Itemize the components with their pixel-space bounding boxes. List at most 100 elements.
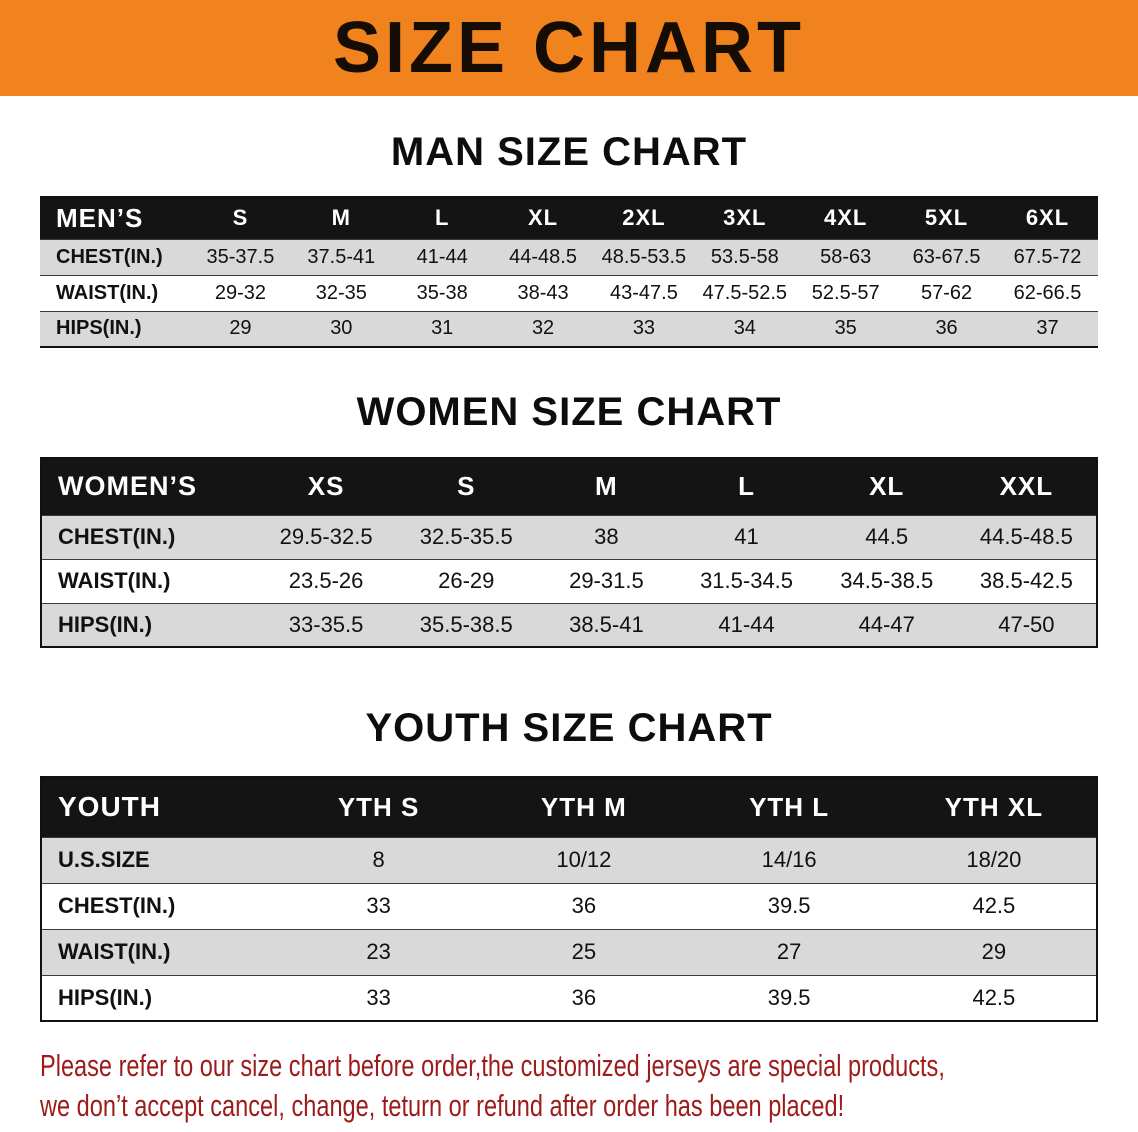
men-value-cell: 35-38 [416,281,468,304]
women-value-cell: 29-31.5 [569,568,644,593]
footer-notice: Please refer to our size chart before or… [40,1046,1138,1126]
men-value-cell: 38-43 [517,281,569,304]
youth-value-cell: 36 [571,893,597,918]
women-value-cell: 44-47 [858,611,915,637]
youth-size-header: YTH L [686,777,892,837]
women-size-header: L [676,458,817,515]
women-value-cell: 33-35.5 [288,611,364,637]
youth-size-header: YTH S [276,777,482,837]
men-row-label: HIPS(IN.) [56,317,142,340]
men-section: MAN SIZE CHART MEN’S S M L XL 2XL 3XL 4XL 5XL 6XL… [0,128,1138,348]
youth-section-heading: YOUTH SIZE CHART [365,706,773,750]
youth-value-cell: 33 [366,984,391,1010]
women-row-label: WAIST(IN.) [58,568,171,593]
youth-value-cell: 8 [372,847,385,872]
women-table-row: CHEST(IN.) 29.5-32.5 32.5-35.5 38 41 44.5 44.5… [41,515,1097,559]
men-value-cell: 63-67.5 [912,245,981,268]
women-table-label: WOMEN’S [41,458,256,515]
men-value-cell: 29-32 [214,281,267,304]
youth-value-cell: 42.5 [972,984,1016,1010]
men-value-cell: 36 [935,317,958,340]
men-value-cell: 43-47.5 [610,281,678,304]
women-size-header: M [536,458,677,515]
men-value-cell: 33 [632,317,656,340]
men-table-row: WAIST(IN.) 29-32 32-35 35-38 38-43 43-47.5 47.… [40,275,1098,311]
youth-table-row: CHEST(IN.) 33 36 39.5 42.5 [41,883,1097,929]
men-value-cell: 32 [531,317,555,340]
women-section: WOMEN SIZE CHART WOMEN’S XS S M L XL XXL CHEST(… [0,388,1138,648]
youth-value-cell: 36 [571,984,597,1010]
men-size-header: 5XL [896,197,997,239]
women-row-label: HIPS(IN.) [58,611,153,637]
youth-value-cell: 39.5 [767,893,811,918]
women-value-cell: 34.5-38.5 [840,568,934,593]
men-value-cell: 47.5-52.5 [702,281,788,304]
women-row-label: CHEST(IN.) [58,524,176,549]
women-size-table: WOMEN’S XS S M L XL XXL CHEST(IN.) 29.5-32.5 32.5… [40,457,1098,648]
notice-line-2: we don’t accept cancel, change, teturn o… [40,1088,845,1123]
women-value-cell: 47-50 [998,611,1055,637]
men-value-cell: 32-35 [315,281,367,304]
men-table-label: MEN’S [40,197,190,239]
women-value-cell: 35.5-38.5 [419,611,513,637]
youth-section: YOUTH SIZE CHART YOUTH YTH S YTH M YTH L YTH… [0,704,1138,1022]
men-value-cell: 57-62 [920,281,973,304]
men-value-cell: 44-48.5 [509,245,577,268]
youth-row-label: HIPS(IN.) [58,984,153,1010]
men-size-header: 4XL [795,197,897,239]
men-size-header: L [391,197,493,239]
men-value-cell: 30 [330,317,353,340]
youth-value-cell: 10/12 [556,847,612,872]
women-value-cell: 26-29 [438,568,495,593]
women-value-cell: 23.5-26 [288,568,364,593]
men-value-cell: 41-44 [416,245,468,268]
women-value-cell: 41 [734,524,759,549]
men-value-cell: 58-63 [820,245,872,268]
youth-table-row: U.S.SIZE 8 10/12 14/16 18/20 [41,837,1097,883]
men-section-heading: MAN SIZE CHART [390,130,748,174]
men-header-row: MEN’S S M L XL 2XL 3XL 4XL 5XL 6XL [40,197,1098,239]
youth-table-row: HIPS(IN.) 33 36 39.5 42.5 [41,975,1097,1021]
men-value-cell: 53.5-58 [710,245,779,268]
women-section-heading: WOMEN SIZE CHART [356,390,782,434]
youth-value-cell: 18/20 [966,847,1022,872]
women-value-cell: 41-44 [718,611,775,637]
women-size-header: XL [816,458,957,515]
youth-value-cell: 42.5 [972,893,1016,918]
youth-value-cell: 23 [366,939,391,964]
men-value-cell: 35 [834,317,857,340]
youth-value-cell: 29 [981,939,1007,964]
men-size-table: MEN’S S M L XL 2XL 3XL 4XL 5XL 6XL CHEST(IN.) 35-37… [40,196,1098,348]
women-table-row: WAIST(IN.) 23.5-26 26-29 29-31.5 31.5-34.5 34… [41,559,1097,603]
youth-value-cell: 25 [571,939,597,964]
women-size-header: XS [256,458,397,515]
men-size-header: 6XL [997,197,1098,239]
women-value-cell: 32.5-35.5 [419,524,513,549]
men-value-cell: 37.5-41 [307,245,376,268]
men-table-row: CHEST(IN.) 35-37.5 37.5-41 41-44 44-48.5 48.5… [40,239,1098,275]
men-value-cell: 29 [229,317,252,340]
women-table-row: HIPS(IN.) 33-35.5 35.5-38.5 38.5-41 41-44 44-… [41,603,1097,647]
men-size-header: XL [492,197,594,239]
men-size-header: 3XL [694,197,796,239]
men-size-header: 2XL [593,197,695,239]
women-size-header: S [396,458,537,515]
women-header-row: WOMEN’S XS S M L XL XXL [41,458,1097,515]
men-value-cell: 62-66.5 [1013,281,1082,304]
youth-row-label: WAIST(IN.) [58,939,171,964]
women-value-cell: 29.5-32.5 [279,524,373,549]
banner: SIZE CHART [0,0,1138,96]
women-value-cell: 38.5-42.5 [979,568,1073,593]
women-value-cell: 38 [594,524,619,549]
youth-value-cell: 39.5 [767,984,811,1010]
women-size-header: XXL [956,458,1097,515]
women-value-cell: 31.5-34.5 [700,568,794,593]
youth-size-header: YTH M [481,777,687,837]
youth-value-cell: 27 [776,939,802,964]
youth-row-label: U.S.SIZE [58,847,150,872]
youth-value-cell: 33 [366,893,391,918]
youth-row-label: CHEST(IN.) [58,893,176,918]
men-value-cell: 34 [733,317,756,340]
youth-size-table: YOUTH YTH S YTH M YTH L YTH XL U.S.SIZE 8 10/12… [40,776,1098,1022]
men-row-label: WAIST(IN.) [56,281,159,304]
